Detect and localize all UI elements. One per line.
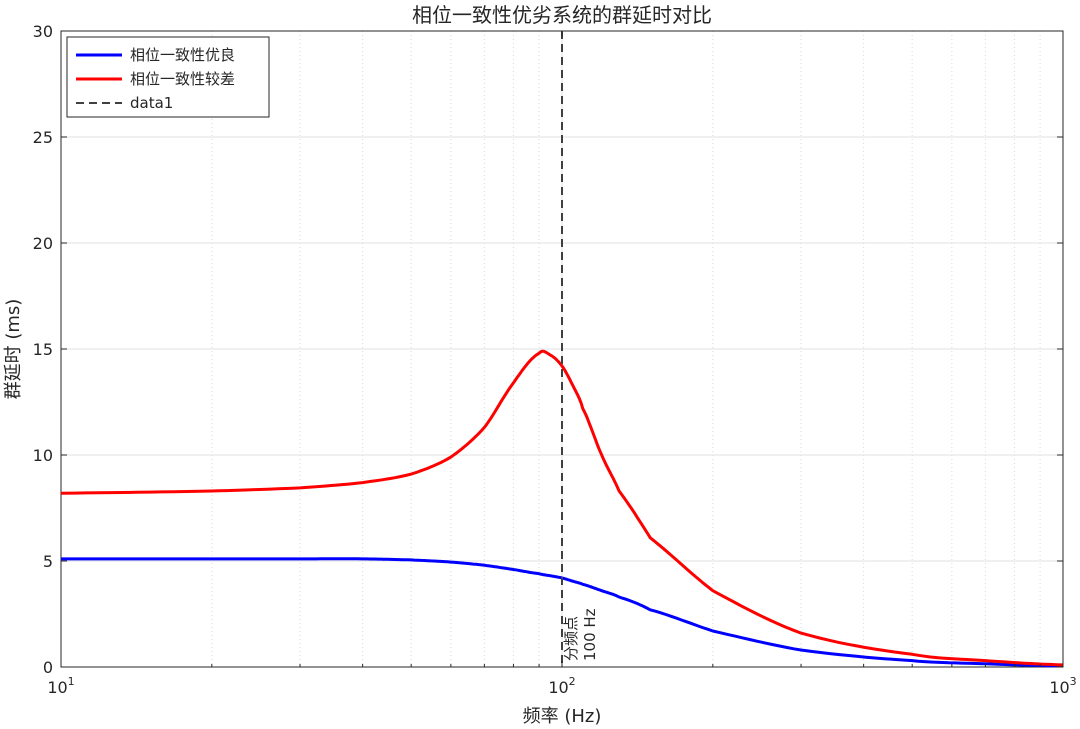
legend-box	[66, 36, 270, 118]
legend-label-poor: 相位一致性较差	[130, 70, 235, 88]
y-tick-label: 5	[43, 552, 53, 571]
legend-label-data1: data1	[130, 94, 173, 112]
y-tick-label: 20	[33, 234, 53, 253]
annotation-group: 分频点 100 Hz	[562, 608, 599, 661]
crossover-annotation-value: 100 Hz	[581, 608, 599, 661]
y-axis-label: 群延时 (ms)	[3, 299, 24, 400]
x-tick-label: 102	[548, 675, 575, 697]
y-tick-label: 15	[33, 340, 53, 359]
chart-title: 相位一致性优劣系统的群延时对比	[412, 3, 712, 27]
legend: 相位一致性优良 相位一致性较差 data1	[66, 36, 270, 118]
x-tick-label: 103	[1049, 675, 1076, 697]
series-line-poor	[60, 349, 1064, 667]
crossover-annotation-label: 分频点	[562, 616, 580, 661]
axes: 0 5 10 15 20 25 30 101 102 103	[33, 22, 1077, 697]
series-layer	[60, 31, 1064, 668]
y-tick-label: 10	[33, 446, 53, 465]
y-tick-label: 30	[33, 22, 53, 41]
x-tick-label: 101	[47, 675, 74, 697]
y-tick-label: 0	[43, 658, 53, 677]
y-tick-label: 25	[33, 128, 53, 147]
legend-label-good: 相位一致性优良	[130, 46, 235, 64]
x-axis-label: 频率 (Hz)	[523, 706, 602, 727]
